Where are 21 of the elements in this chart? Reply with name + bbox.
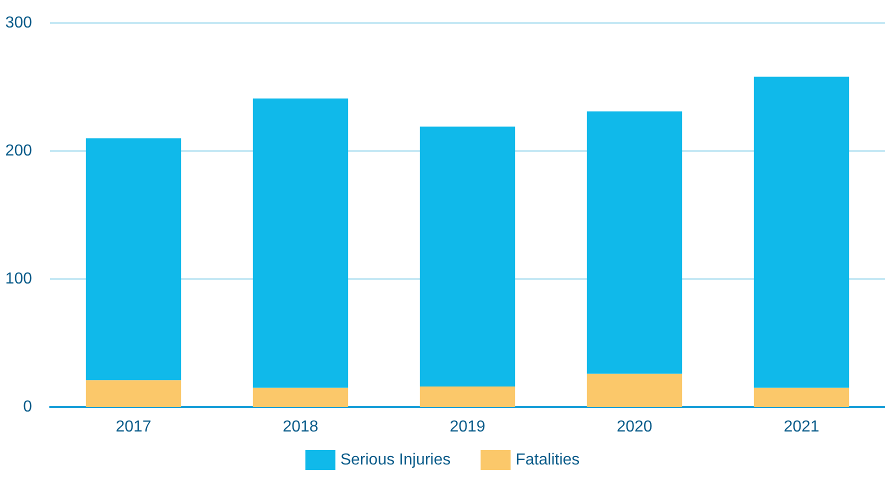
x-tick-label: 2021 [784,418,820,436]
y-tick-label: 200 [5,142,32,160]
bar [252,98,348,388]
bar [754,388,850,407]
bar [586,374,682,407]
bar [86,380,182,407]
bar [586,111,682,374]
bar [420,386,516,407]
x-tick-label: 2017 [116,418,152,436]
y-tick-label: 0 [23,398,32,416]
x-tick-label: 2018 [282,418,318,436]
x-tick-label: 2020 [616,418,652,436]
y-tick-label: 300 [5,14,32,32]
bar [754,76,850,388]
bar [420,126,516,387]
bar [86,138,182,380]
y-tick-label: 100 [5,270,32,288]
x-tick-label: 2019 [450,418,486,436]
bar [252,388,348,407]
legend-label: Serious Injuries [340,452,451,468]
legend-label: Fatalities [516,452,580,468]
